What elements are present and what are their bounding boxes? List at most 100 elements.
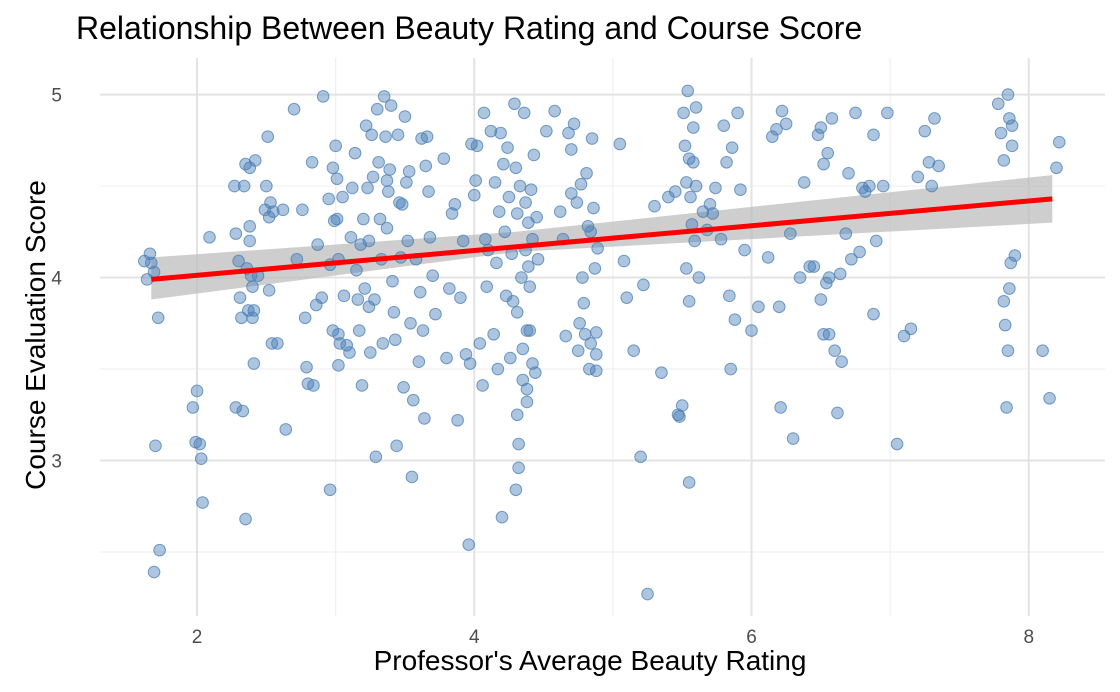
data-point bbox=[524, 183, 538, 197]
data-point bbox=[585, 132, 599, 145]
data-point bbox=[717, 119, 731, 132]
data-point bbox=[456, 234, 470, 248]
data-point bbox=[440, 351, 453, 365]
data-point bbox=[673, 410, 686, 423]
data-point bbox=[236, 404, 250, 418]
data-point bbox=[1000, 401, 1013, 414]
data-point bbox=[510, 408, 524, 422]
data-point bbox=[358, 282, 372, 295]
data-point bbox=[330, 212, 344, 226]
data-point bbox=[531, 252, 545, 266]
data-point bbox=[400, 176, 413, 189]
data-point bbox=[491, 362, 505, 376]
data-point bbox=[516, 342, 530, 356]
data-point bbox=[443, 282, 456, 295]
x-tick-label: 6 bbox=[746, 627, 757, 648]
data-point bbox=[261, 130, 275, 143]
data-point bbox=[380, 221, 394, 235]
data-point bbox=[233, 291, 247, 304]
data-point bbox=[384, 99, 398, 112]
x-tick-label: 2 bbox=[192, 627, 203, 648]
data-point bbox=[470, 139, 484, 153]
data-point bbox=[316, 90, 330, 103]
data-point bbox=[387, 306, 401, 319]
data-point bbox=[540, 124, 553, 138]
data-point bbox=[648, 199, 661, 213]
data-point bbox=[1043, 391, 1056, 405]
data-point bbox=[388, 333, 402, 347]
data-point bbox=[675, 399, 689, 412]
data-point bbox=[290, 252, 304, 266]
data-point bbox=[437, 152, 451, 165]
data-point bbox=[807, 260, 821, 273]
data-point bbox=[351, 293, 365, 306]
data-point bbox=[580, 166, 593, 180]
data-point bbox=[589, 326, 603, 339]
data-point bbox=[513, 179, 527, 193]
data-point bbox=[469, 174, 482, 187]
data-point bbox=[509, 161, 523, 175]
y-tick-label: 3 bbox=[51, 451, 62, 472]
tick-labels: 2 4 6 8 3 4 5 bbox=[51, 86, 1034, 648]
data-point bbox=[404, 316, 417, 330]
data-point bbox=[515, 271, 528, 284]
data-point bbox=[462, 538, 476, 551]
data-point bbox=[380, 174, 394, 187]
data-point bbox=[881, 106, 894, 120]
data-point bbox=[553, 205, 567, 218]
data-point bbox=[723, 289, 736, 303]
data-point bbox=[364, 346, 377, 359]
data-point bbox=[835, 355, 848, 368]
data-point bbox=[323, 483, 337, 497]
data-point bbox=[517, 106, 531, 120]
y-tick-label: 4 bbox=[51, 269, 62, 290]
data-point bbox=[522, 260, 535, 273]
data-point bbox=[761, 251, 775, 264]
data-point bbox=[448, 198, 462, 211]
data-point bbox=[287, 102, 301, 116]
data-point bbox=[706, 207, 720, 220]
data-point bbox=[203, 230, 216, 244]
data-point bbox=[772, 300, 786, 314]
data-point bbox=[587, 201, 600, 215]
data-point bbox=[391, 128, 405, 142]
data-point bbox=[418, 412, 431, 425]
data-point bbox=[398, 110, 412, 123]
data-point bbox=[369, 450, 383, 464]
data-point bbox=[498, 225, 512, 239]
data-point bbox=[246, 280, 259, 293]
data-point bbox=[668, 185, 682, 198]
data-point bbox=[714, 232, 728, 246]
data-point bbox=[576, 271, 589, 284]
data-point bbox=[332, 359, 345, 372]
fit-line-layer bbox=[151, 196, 1053, 282]
data-point bbox=[419, 159, 433, 173]
data-point bbox=[770, 123, 783, 136]
data-point bbox=[467, 188, 481, 202]
data-point bbox=[246, 311, 259, 325]
data-point bbox=[271, 337, 284, 350]
data-point bbox=[876, 179, 890, 193]
data-point bbox=[620, 291, 634, 304]
data-point bbox=[343, 346, 356, 359]
data-point bbox=[239, 512, 252, 526]
data-point bbox=[1003, 112, 1016, 125]
chart-title: Relationship Between Beauty Rating and C… bbox=[76, 10, 863, 46]
data-point bbox=[370, 102, 384, 116]
data-point bbox=[477, 106, 491, 120]
data-point bbox=[655, 366, 668, 379]
data-point bbox=[845, 252, 858, 266]
data-point bbox=[229, 227, 243, 240]
data-point bbox=[584, 337, 598, 350]
data-point bbox=[329, 139, 342, 153]
data-point bbox=[839, 227, 853, 240]
data-point bbox=[720, 155, 733, 169]
data-point bbox=[589, 364, 603, 378]
data-point bbox=[831, 406, 844, 420]
data-point bbox=[473, 337, 487, 350]
data-point bbox=[487, 327, 500, 341]
data-point bbox=[405, 470, 419, 484]
data-point bbox=[397, 381, 410, 394]
data-point bbox=[382, 185, 395, 198]
data-point bbox=[814, 121, 828, 134]
